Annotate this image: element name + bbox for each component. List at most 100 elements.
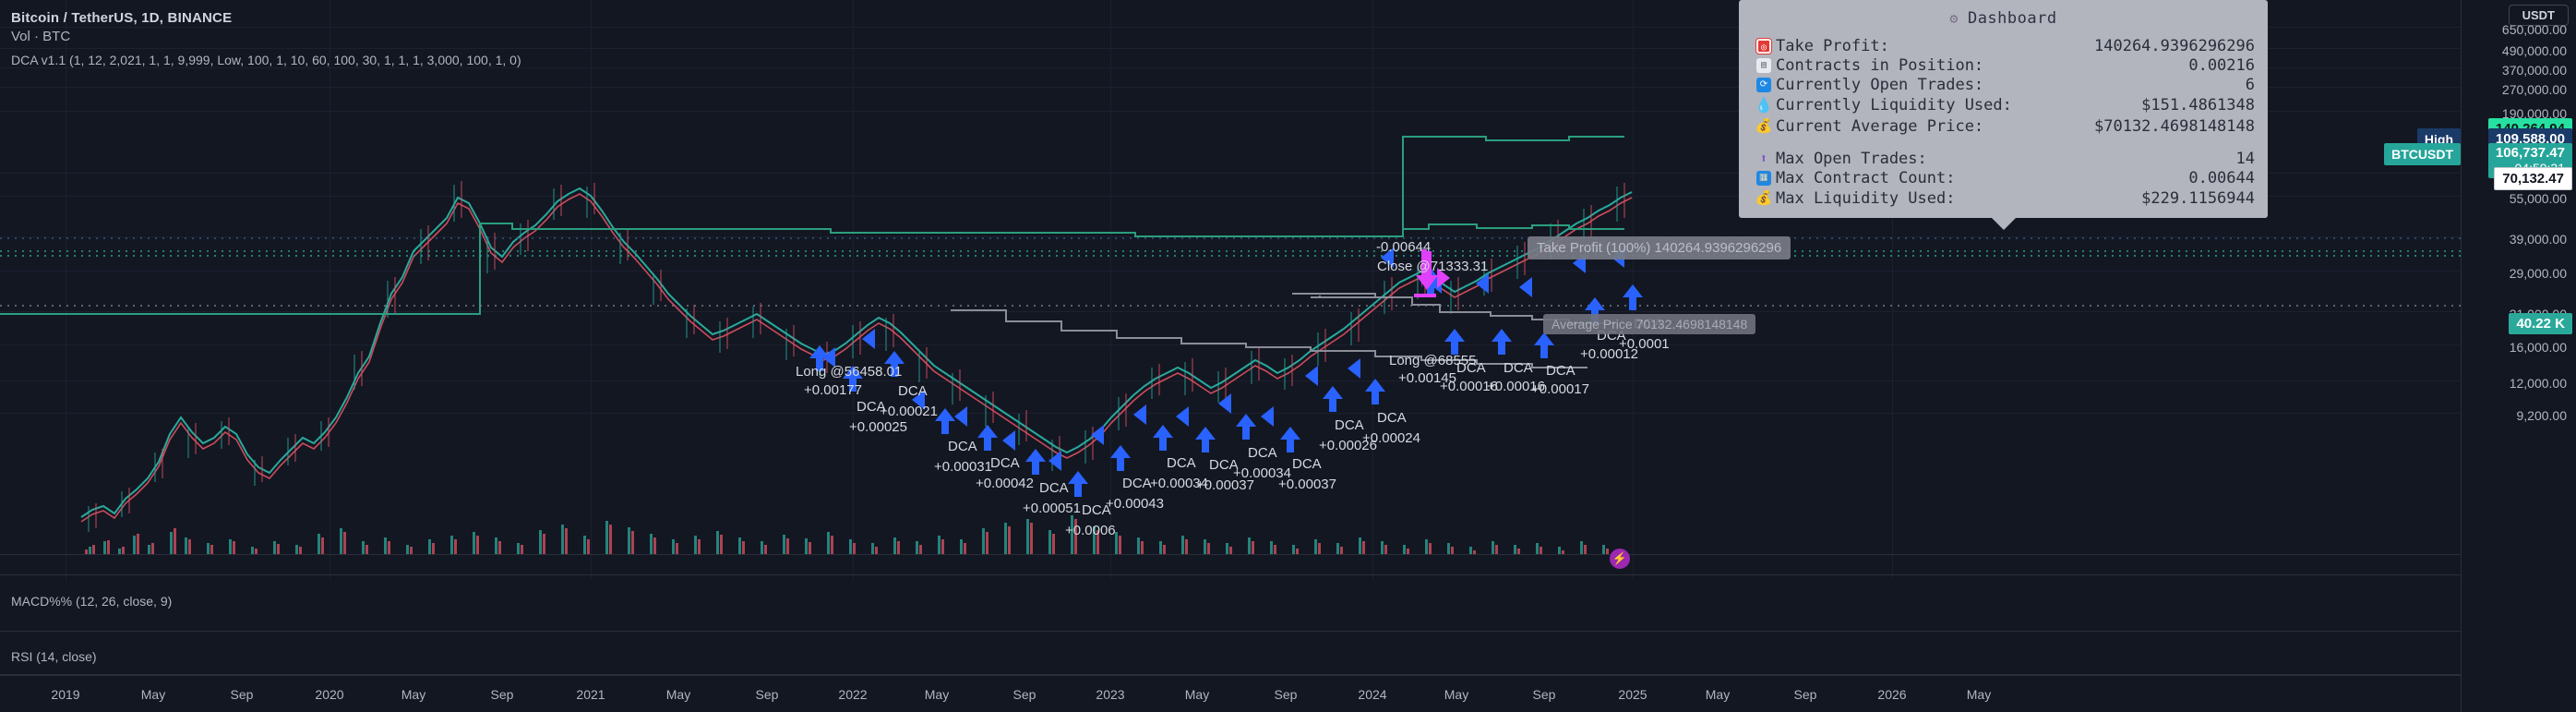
dca-indicator-legend[interactable]: DCA v1.1 (1, 12, 2,021, 1, 1, 9,999, Low…	[11, 53, 521, 67]
dca-marker-qty: +0.00017	[1531, 381, 1589, 397]
dca-marker-label: DCA	[948, 439, 977, 454]
take-profit-line	[0, 223, 1624, 315]
dashboard-row: 💧 Currently Liquidity Used: $151.4861348	[1752, 95, 2255, 116]
dca-marker-label: DCA	[1377, 410, 1407, 426]
dashboard-row-label: Max Open Trades:	[1776, 150, 1927, 168]
time-tick: Sep	[755, 687, 779, 702]
price-tick: 370,000.00	[2501, 63, 2567, 78]
time-tick: May	[1966, 687, 1992, 702]
volume-legend[interactable]: Vol · BTC	[11, 29, 71, 44]
gridline-v	[329, 0, 330, 580]
dashboard-row-value: 6	[2245, 76, 2255, 94]
document-icon: ▤	[1752, 57, 1776, 75]
price-series-canvas	[0, 136, 2461, 554]
dashboard-pointer	[1991, 218, 2016, 230]
time-tick: May	[1705, 687, 1731, 702]
last-price-value: 106,737.47	[2495, 145, 2565, 161]
pane-separator[interactable]	[0, 554, 2461, 555]
gridline-v	[1892, 0, 1893, 580]
dca-marker-label: DCA	[1292, 456, 1322, 472]
time-tick: 2023	[1096, 687, 1125, 702]
dashboard-row-label: Current Average Price:	[1776, 116, 1984, 136]
dca-marker-label: DCA	[1335, 417, 1364, 433]
dashboard-max-metrics: ⬆ Max Open Trades: 14 🔢 Max Contract Count: 0…	[1752, 150, 2255, 209]
dca-marker-qty: +0.00031	[934, 459, 992, 475]
long-entry-1-label: Long @56458.01	[796, 364, 903, 380]
dca-marker-qty: +0.0001	[1619, 336, 1670, 352]
take-profit-tooltip: Take Profit (100%) 140264.9396296296	[1528, 236, 1791, 259]
time-tick: 2026	[1877, 687, 1907, 702]
dashboard-row-value: $151.4861348	[2141, 96, 2255, 115]
entry-triangle-markers	[822, 247, 1624, 471]
dca-marker-label: DCA	[1039, 480, 1069, 496]
time-tick: May	[140, 687, 166, 702]
dashboard-row-label: Take Profit:	[1776, 37, 1889, 55]
gridline-h	[0, 311, 2461, 312]
dashboard-row: ◎ Take Profit: 140264.9396296296	[1752, 37, 2255, 56]
take-profit-line-upper	[1402, 136, 1624, 229]
dashboard-row: 💰 Max Liquidity Used: $229.1156944	[1752, 188, 2255, 209]
gridline-h	[0, 27, 2461, 28]
dashboard-panel[interactable]: ⚙ Dashboard ◎ Take Profit: 140264.939629629…	[1739, 0, 2268, 230]
price-tick: 9,200.00	[2516, 408, 2568, 423]
dca-marker-qty: +0.00042	[976, 476, 1034, 491]
pane-separator-macd[interactable]	[0, 574, 2461, 575]
dca-marker-label: DCA	[1456, 360, 1486, 376]
gridline-v	[1110, 0, 1111, 580]
time-tick: Sep	[1274, 687, 1298, 702]
time-tick: Sep	[1012, 687, 1036, 702]
average-price-label[interactable]: 70,132.47	[2494, 167, 2572, 190]
dashboard-row-value: 140264.9396296296	[2094, 37, 2255, 55]
dca-marker-qty: +0.00024	[1362, 430, 1420, 446]
gridline-h	[0, 173, 2461, 174]
gear-icon: ⚙	[1949, 10, 1959, 27]
dca-marker-qty: +0.00043	[1106, 496, 1164, 512]
dashboard-row: ▤ Contracts in Position: 0.00216	[1752, 56, 2255, 76]
rsi-indicator-legend[interactable]: RSI (14, close)	[11, 649, 97, 664]
volume-value-label[interactable]: 40.22 K	[2509, 313, 2572, 334]
dashboard-row-label: Contracts in Position:	[1776, 56, 1984, 75]
dashboard-row-value: 14	[2235, 150, 2255, 168]
dca-marker-label: DCA	[1504, 360, 1533, 376]
chart-plot-area[interactable]	[0, 0, 2461, 580]
dca-marker-label: DCA	[898, 383, 928, 399]
dca-marker-qty: +0.00026	[1319, 438, 1377, 453]
dca-marker-label: DCA	[1209, 457, 1239, 473]
price-tick: 39,000.00	[2509, 232, 2567, 247]
dashboard-title-text: Dashboard	[1967, 9, 2057, 28]
droplet-icon: 💧	[1755, 96, 1773, 114]
dca-marker-label: DCA	[1248, 445, 1277, 461]
dashboard-row: 💰 Current Average Price: $70132.4698148148	[1752, 116, 2255, 137]
dca-marker-qty: +0.00016	[1487, 379, 1545, 394]
time-tick: 2020	[315, 687, 344, 702]
long-entry-2-qty: +0.00145	[1398, 370, 1456, 386]
candlestick-series	[80, 181, 1633, 532]
pane-separator-rsi[interactable]	[0, 631, 2461, 632]
dca-marker-qty: +0.00034	[1150, 476, 1208, 491]
dashboard-current-metrics: ◎ Take Profit: 140264.9396296296 ▤ Contracts…	[1752, 37, 2255, 137]
dashboard-row: 🔢 Max Contract Count: 0.00644	[1752, 169, 2255, 188]
time-tick: May	[1444, 687, 1469, 702]
dashboard-row-label: Currently Liquidity Used:	[1776, 96, 2012, 115]
gridline-h	[0, 380, 2461, 381]
gridline-h	[0, 87, 2461, 88]
replay-lightning-icon[interactable]: ⚡	[1610, 549, 1630, 569]
macd-indicator-legend[interactable]: MACD%% (12, 26, close, 9)	[11, 594, 173, 609]
close-marker	[1414, 249, 1450, 297]
long-entry-1-qty: +0.00177	[804, 382, 862, 398]
dashboard-spacer	[1752, 137, 2255, 150]
time-scale[interactable]: 2019 May Sep 2020 May Sep 2021 May Sep 2022 May Sep…	[0, 675, 2461, 712]
dashboard-row-label: Max Contract Count:	[1776, 169, 1956, 187]
price-tick: 650,000.00	[2501, 22, 2567, 37]
time-tick: May	[401, 687, 426, 702]
gridline-h	[0, 413, 2461, 414]
price-scale[interactable]: USDT 650,000.00 490,000.00 370,000.00 270,0…	[2384, 0, 2576, 712]
price-tick: 16,000.00	[2509, 340, 2567, 355]
time-tick: May	[924, 687, 950, 702]
gridline-v	[853, 0, 854, 580]
symbol-title[interactable]: Bitcoin / TetherUS, 1D, BINANCE	[11, 10, 233, 26]
currency-badge[interactable]: USDT	[2508, 5, 2569, 26]
chart-legend: Bitcoin / TetherUS, 1D, BINANCE Vol · BT…	[11, 9, 521, 70]
money-bag-icon: 💰	[1755, 189, 1773, 206]
time-tick: May	[1184, 687, 1210, 702]
